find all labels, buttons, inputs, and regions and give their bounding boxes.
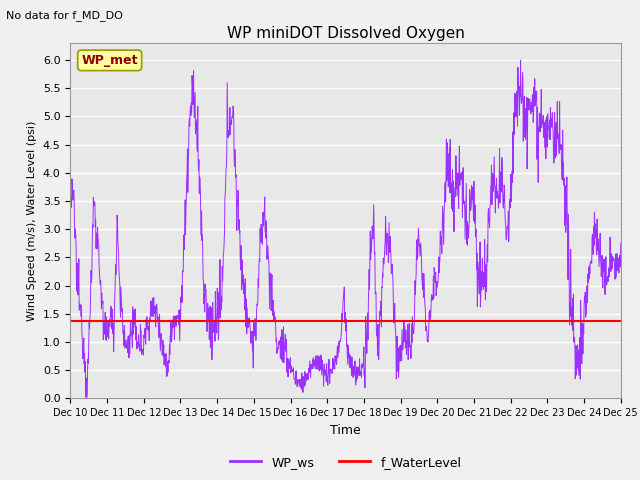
X-axis label: Time: Time <box>330 424 361 437</box>
Y-axis label: Wind Speed (m/s), Water Level (psi): Wind Speed (m/s), Water Level (psi) <box>28 120 37 321</box>
Text: WP_met: WP_met <box>81 54 138 67</box>
Text: No data for f_MD_DO: No data for f_MD_DO <box>6 10 124 21</box>
Legend: WP_ws, f_WaterLevel: WP_ws, f_WaterLevel <box>225 451 467 474</box>
Title: WP miniDOT Dissolved Oxygen: WP miniDOT Dissolved Oxygen <box>227 25 465 41</box>
